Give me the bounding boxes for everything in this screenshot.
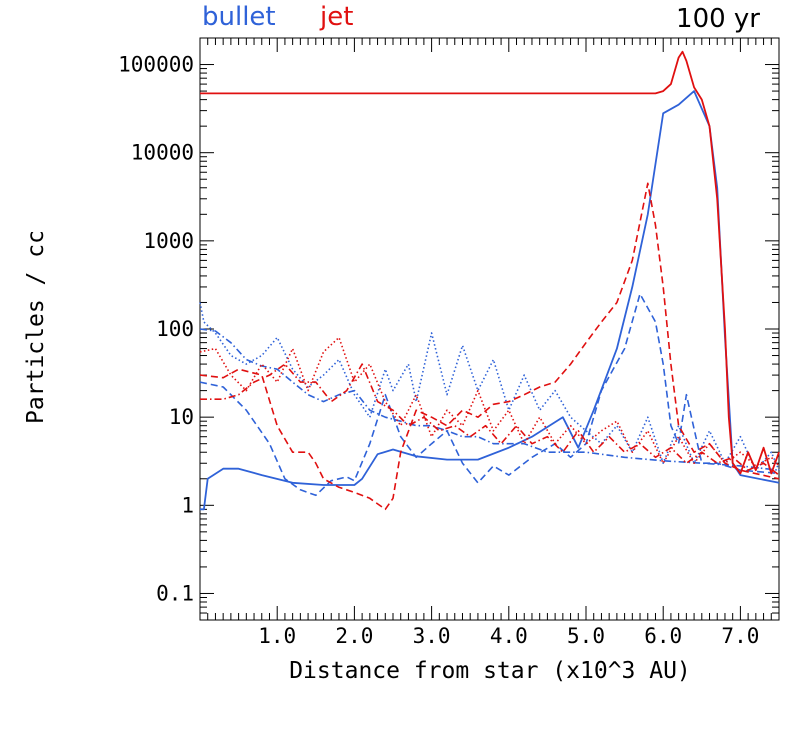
y-tick-label: 100000 [118, 53, 194, 77]
legend-bullet-label: bullet [202, 2, 276, 32]
series-line-bullet-dotted [199, 302, 780, 471]
x-tick-label: 7.0 [721, 624, 759, 648]
series-line-bullet-solid [200, 90, 780, 511]
y-tick-label: 10 [169, 405, 194, 429]
y-tick-label: 1000 [143, 229, 194, 253]
y-tick-label: 10000 [131, 141, 194, 165]
series-line-bullet-dashdot [199, 328, 780, 471]
x-tick-label: 2.0 [335, 624, 373, 648]
y-axis-title: Particles / cc [23, 230, 49, 424]
y-tick-label: 1 [181, 493, 194, 517]
x-axis-title: Distance from star (x10^3 AU) [289, 658, 691, 684]
series-line-jet-dotted [199, 336, 780, 467]
time-label: 100 yr [676, 4, 760, 34]
plot-frame [199, 37, 780, 621]
series-line-jet-solid [200, 50, 780, 475]
x-tick-label: 4.0 [490, 624, 528, 648]
x-tick-label: 3.0 [413, 624, 451, 648]
x-tick-label: 1.0 [258, 624, 296, 648]
series-line-jet-dashdot [200, 363, 780, 476]
x-tick-label: 5.0 [567, 624, 605, 648]
y-tick-label: 0.1 [156, 581, 194, 605]
x-tick-label: 6.0 [644, 624, 682, 648]
legend-jet-label: jet [320, 2, 354, 32]
series-line-jet-dashed [199, 182, 780, 511]
series-line-bullet-dashed [199, 293, 780, 497]
y-tick-label: 100 [156, 317, 194, 341]
